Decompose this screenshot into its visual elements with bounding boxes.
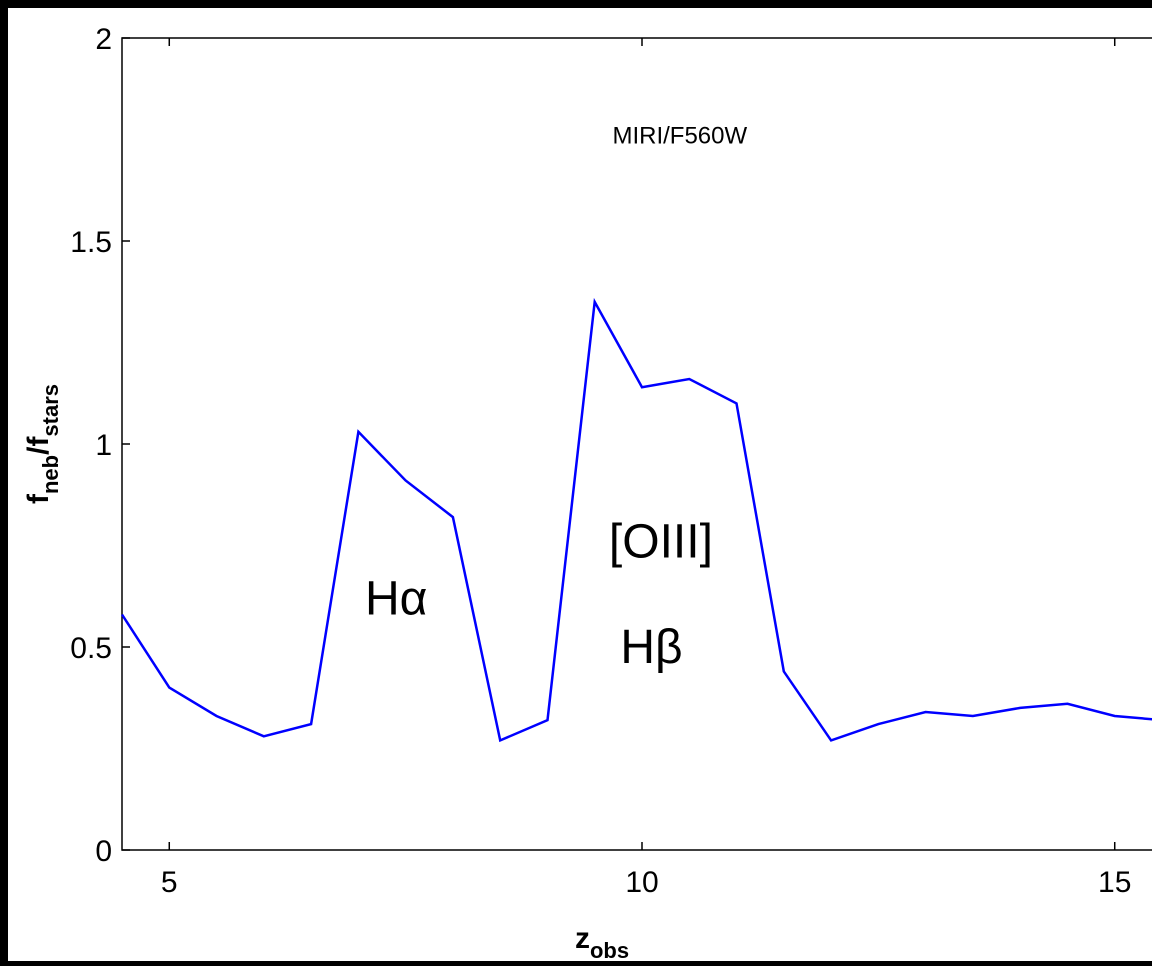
y-tick-label: 2: [95, 23, 112, 56]
figure-border-left: [0, 0, 8, 961]
x-axis: 5 10 15: [161, 38, 1131, 899]
x-tick-label: 5: [161, 866, 178, 899]
x-tick-label: 10: [625, 866, 658, 899]
x-axis-label: zobs: [575, 922, 629, 961]
annotation-halpha: Hα: [365, 573, 427, 626]
annotation-oiii: [OIII]: [609, 516, 713, 569]
annotation-hbeta: Hβ: [620, 621, 682, 674]
series-layer: [120, 297, 1152, 743]
annotation-filter: MIRI/F560W: [612, 123, 747, 150]
y-tick-label: 1.5: [70, 226, 112, 259]
y-tick-label: 0.5: [70, 632, 112, 665]
annotations: MIRI/F560W Hα [OIII] Hβ: [365, 123, 748, 675]
y-axis: 0 0.5 1 1.5 2: [70, 23, 130, 868]
figure-border-top: [0, 0, 1152, 8]
y-tick-label: 1: [95, 429, 112, 462]
y-axis-label: fneb/fstars: [22, 384, 63, 504]
series-line: [120, 297, 1152, 743]
x-tick-label: 15: [1098, 866, 1131, 899]
y-tick-label: 0: [95, 835, 112, 868]
